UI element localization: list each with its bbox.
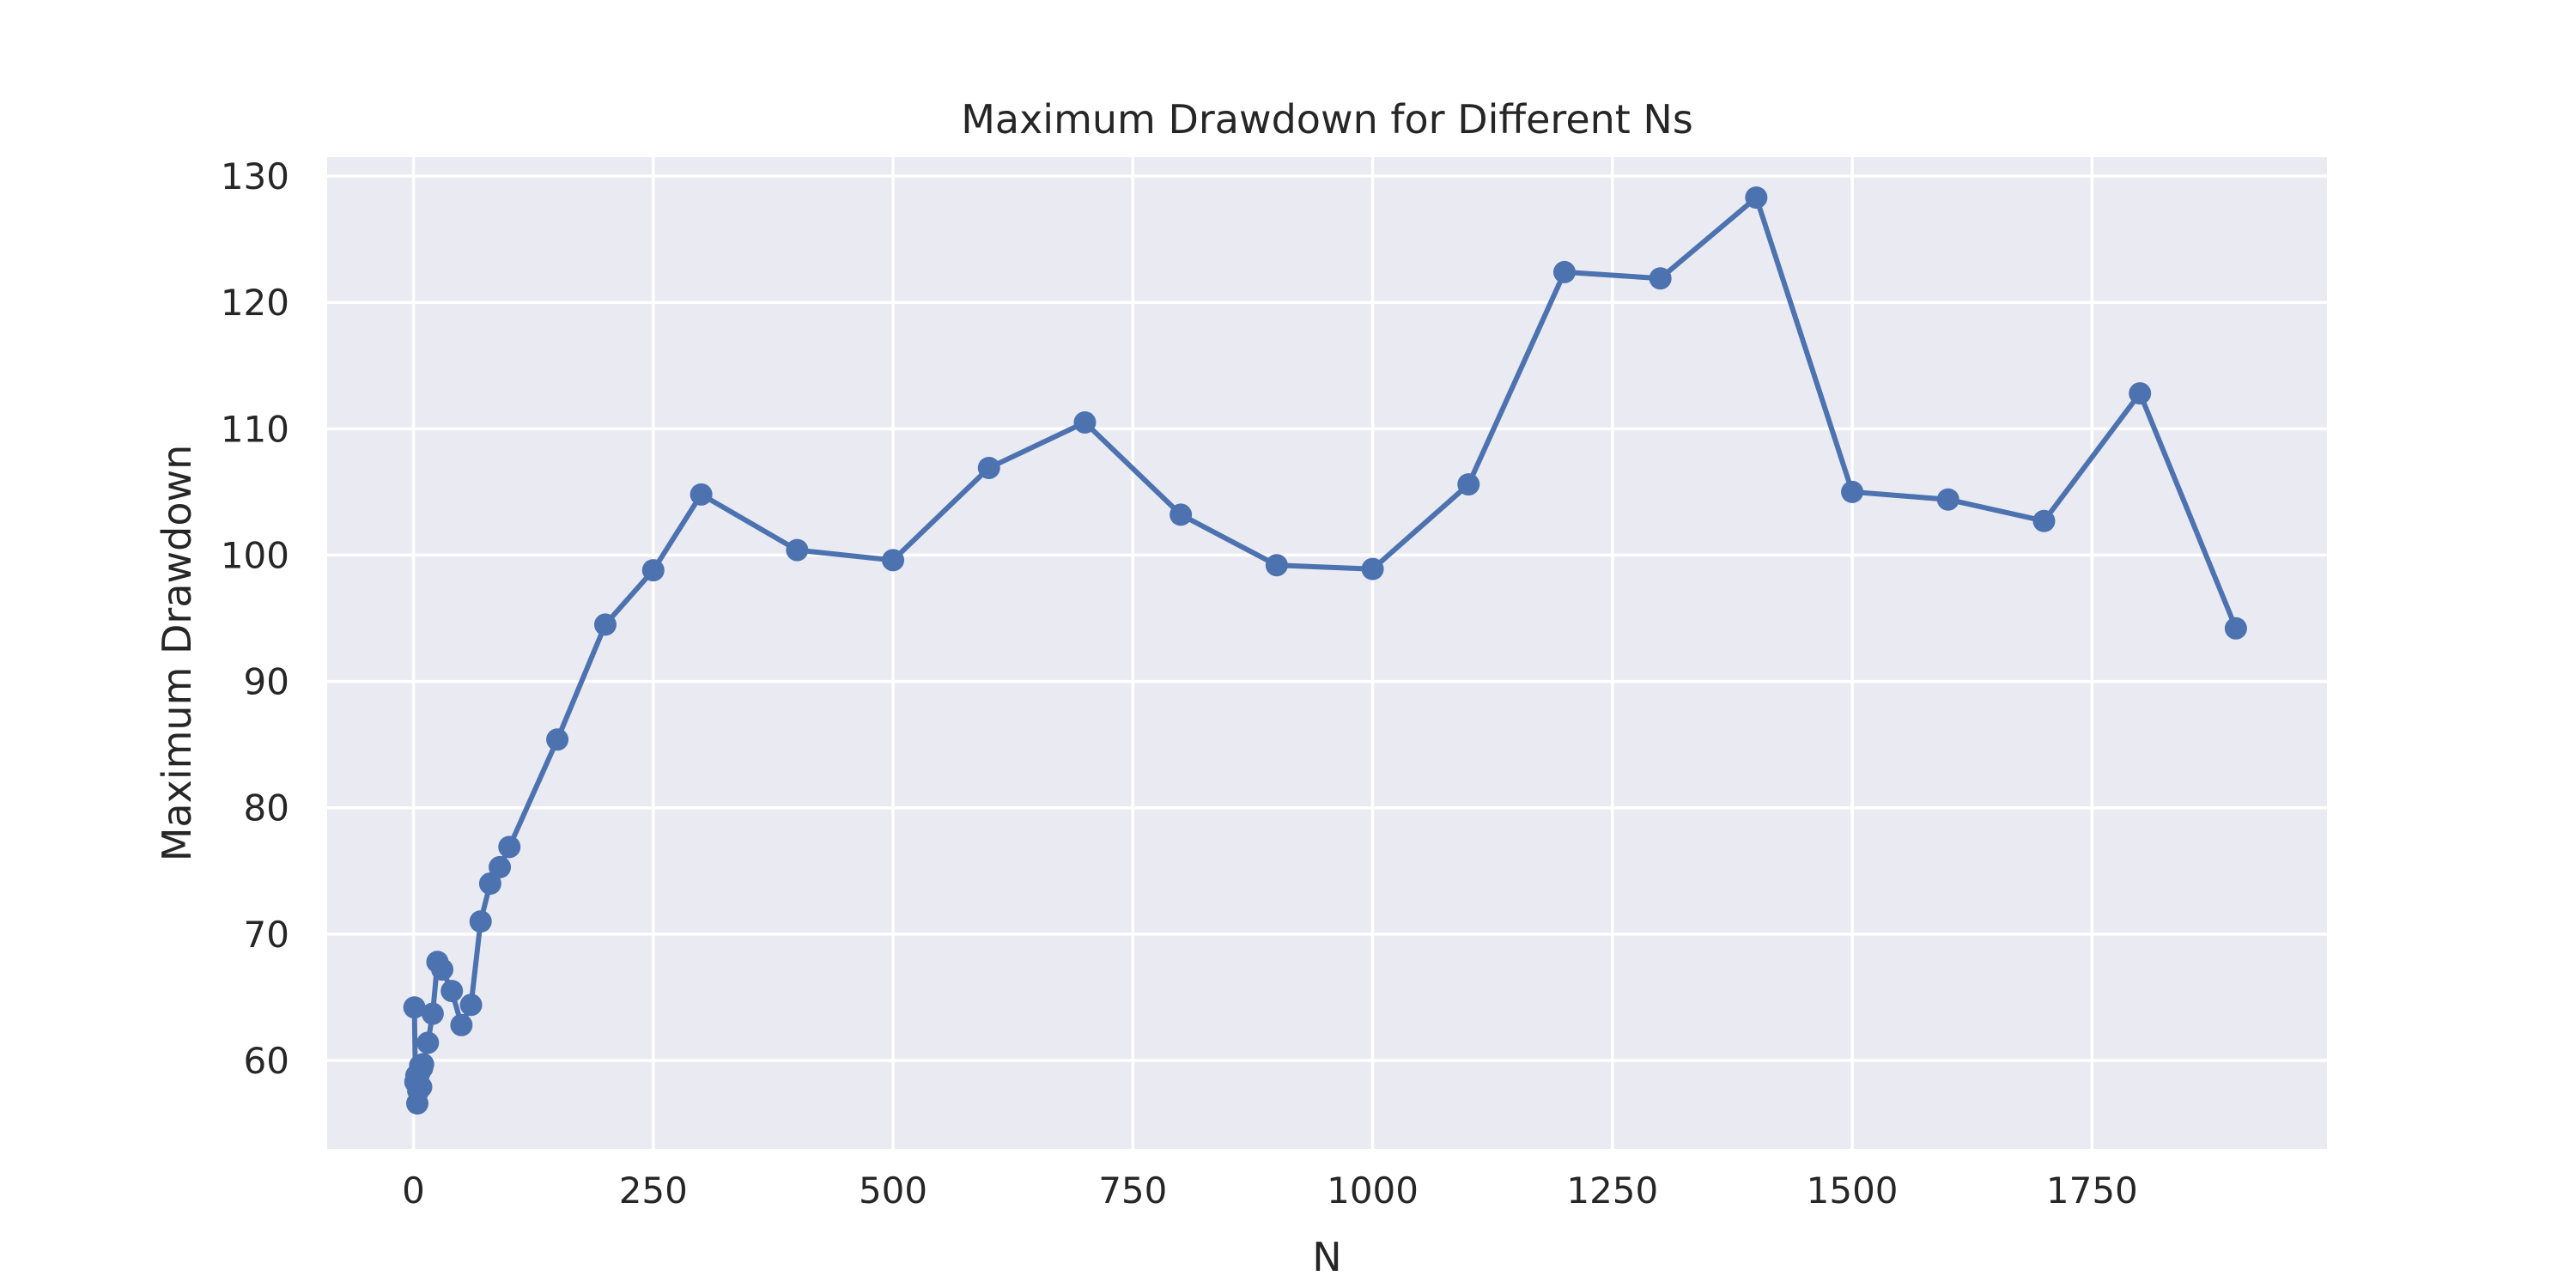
- data-point: [403, 996, 426, 1019]
- y-tick-label: 130: [221, 155, 289, 197]
- y-tick-label: 80: [244, 787, 289, 829]
- data-point: [1073, 410, 1097, 434]
- x-axis-ticks: 0 250 500 750 1000 1250 1500 1750: [402, 1170, 2138, 1212]
- data-point: [977, 456, 1000, 479]
- data-point: [469, 910, 492, 933]
- data-point: [478, 872, 501, 896]
- y-tick-label: 70: [244, 914, 289, 956]
- y-axis-label: Maximum Drawdown: [154, 445, 200, 862]
- series-group: [403, 186, 2247, 1115]
- x-tick-label: 1750: [2046, 1170, 2138, 1212]
- plot-area: [327, 157, 2327, 1149]
- x-tick-label: 0: [402, 1170, 425, 1212]
- data-point: [593, 613, 617, 636]
- y-tick-label: 100: [221, 534, 289, 576]
- y-tick-label: 110: [221, 408, 289, 450]
- x-tick-label: 250: [619, 1170, 688, 1212]
- x-tick-label: 1250: [1566, 1170, 1658, 1212]
- data-point: [546, 728, 569, 751]
- data-point: [1457, 473, 1480, 496]
- data-point: [1936, 488, 1959, 511]
- x-tick-label: 750: [1098, 1170, 1167, 1212]
- chart-title: Maximum Drawdown for Different Ns: [961, 96, 1693, 143]
- data-point: [411, 1053, 434, 1076]
- gridlines: [327, 157, 2327, 1149]
- data-point: [440, 980, 464, 1003]
- y-tick-label: 90: [244, 661, 289, 703]
- data-point: [2129, 382, 2152, 405]
- data-point: [1841, 480, 1864, 503]
- data-point: [1745, 186, 1768, 210]
- data-point: [1649, 267, 1672, 290]
- data-point: [1170, 503, 1193, 526]
- y-axis-ticks: 60 70 80 90 100 110 120 130: [221, 155, 289, 1082]
- data-point: [2224, 617, 2247, 640]
- x-tick-label: 500: [859, 1170, 927, 1212]
- data-point: [416, 1031, 440, 1054]
- data-point: [459, 993, 483, 1017]
- data-point: [421, 1002, 444, 1025]
- data-point: [2032, 509, 2056, 532]
- y-tick-label: 60: [244, 1040, 289, 1082]
- data-point: [1265, 554, 1288, 577]
- data-point: [498, 835, 521, 859]
- data-point: [1361, 557, 1384, 580]
- x-tick-label: 1000: [1327, 1170, 1419, 1212]
- x-axis-label: N: [1312, 1234, 1341, 1280]
- y-tick-label: 120: [221, 282, 289, 324]
- x-tick-label: 1500: [1807, 1170, 1899, 1212]
- data-point: [882, 549, 905, 572]
- data-point: [1552, 260, 1576, 283]
- data-point: [641, 559, 665, 582]
- data-point: [410, 1075, 433, 1098]
- data-point: [431, 958, 454, 981]
- data-point: [450, 1013, 473, 1036]
- data-point: [786, 538, 809, 562]
- data-point: [489, 855, 512, 878]
- data-point: [690, 483, 713, 506]
